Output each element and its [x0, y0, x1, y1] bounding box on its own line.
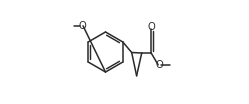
Text: O: O — [78, 21, 86, 31]
Text: O: O — [147, 22, 155, 32]
Text: O: O — [156, 60, 163, 70]
